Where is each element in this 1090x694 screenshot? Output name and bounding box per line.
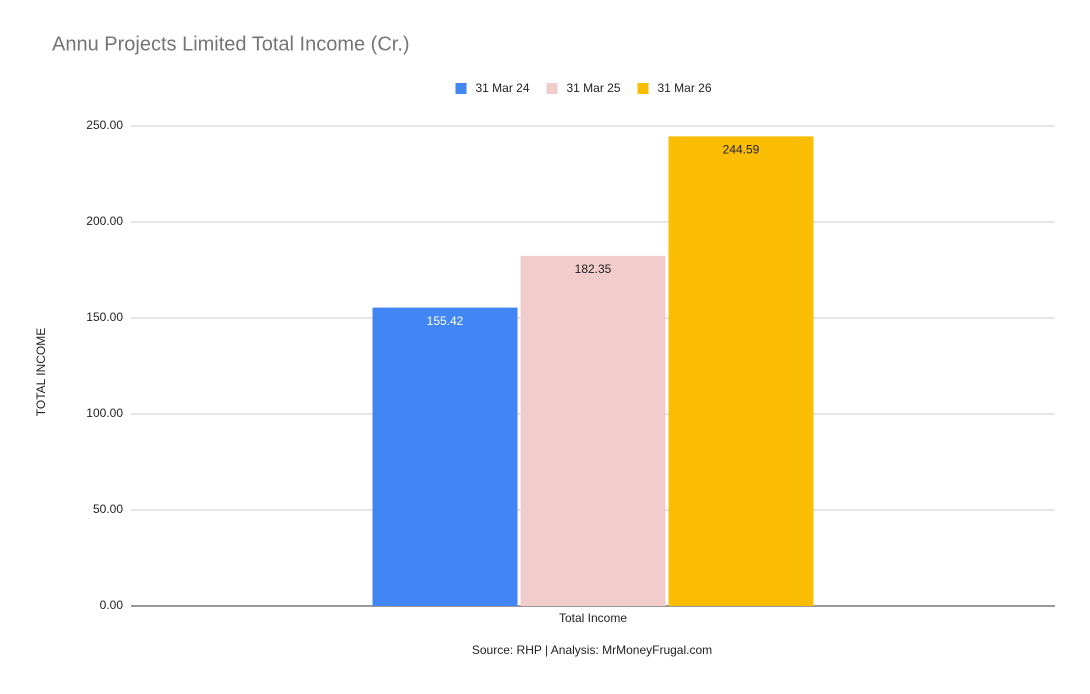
y-tick-label: 0.00 <box>100 598 124 612</box>
y-axis-label: TOTAL INCOME <box>34 328 48 416</box>
data-label: 182.35 <box>575 262 612 276</box>
source-note: Source: RHP | Analysis: MrMoneyFrugal.co… <box>472 643 712 657</box>
y-tick-label: 250.00 <box>86 118 123 132</box>
y-tick-label: 200.00 <box>86 214 123 228</box>
legend-label: 31 Mar 25 <box>567 81 621 95</box>
x-tick-label: Total Income <box>559 611 627 625</box>
bar <box>668 136 814 606</box>
legend-label: 31 Mar 26 <box>658 81 712 95</box>
y-tick-label: 150.00 <box>86 310 123 324</box>
bar <box>520 255 666 606</box>
legend-swatch <box>637 83 649 94</box>
legend-swatch <box>455 83 467 94</box>
data-label: 155.42 <box>427 314 464 328</box>
y-tick-label: 50.00 <box>93 502 123 516</box>
bar <box>372 307 518 606</box>
data-label: 244.59 <box>723 143 760 157</box>
chart-title: Annu Projects Limited Total Income (Cr.) <box>52 33 410 55</box>
legend-label: 31 Mar 24 <box>476 81 530 95</box>
y-tick-label: 100.00 <box>86 406 123 420</box>
legend-swatch <box>546 83 558 94</box>
